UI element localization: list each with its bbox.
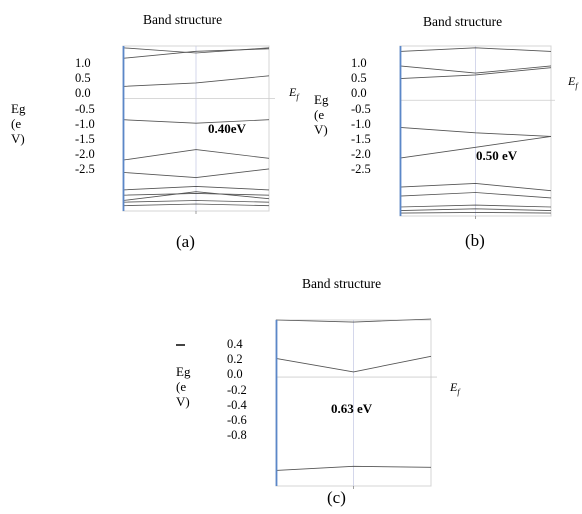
- band-line: [399, 135, 552, 159]
- band-line: [122, 192, 270, 196]
- band-line: [399, 182, 552, 192]
- band-line: [399, 192, 552, 199]
- y-axis-label-line: (e: [176, 379, 187, 394]
- band-line: [399, 211, 552, 214]
- y-tick-label: -0.8: [227, 428, 247, 443]
- y-tick-labels: 0.4 0.2 0.0 -0.2 -0.4 -0.6 -0.8: [227, 337, 247, 443]
- band-line: [399, 204, 552, 208]
- dash-mark: [176, 344, 185, 346]
- figure-caption: (b): [465, 231, 485, 250]
- y-tick-label: -0.2: [227, 382, 247, 397]
- band-line: [275, 355, 432, 373]
- band-line: [122, 191, 270, 201]
- y-axis-label-line: Eg: [176, 364, 191, 379]
- figure-caption: (a): [176, 232, 195, 251]
- y-axis-label-line: Eg: [11, 101, 26, 116]
- y-axis-label-line: (e: [314, 107, 325, 122]
- band-line: [122, 203, 270, 207]
- y-tick-label: 1.0: [75, 56, 91, 70]
- y-axis-label-line: Eg: [314, 92, 329, 107]
- band-line: [122, 149, 270, 161]
- fermi-level-label: Ef: [450, 380, 460, 396]
- y-axis-label-line: V): [176, 394, 190, 409]
- band-line: [399, 208, 552, 212]
- band-line: [122, 200, 270, 203]
- y-tick-label: -0.4: [227, 397, 247, 412]
- band-line: [122, 48, 270, 59]
- y-tick-label: -0.5: [75, 101, 95, 116]
- band-gap-label: 0.50 eV: [476, 148, 518, 163]
- y-tick-label: -1.5: [75, 132, 95, 147]
- band-line: [122, 75, 270, 87]
- y-axis-label-line: (e: [11, 116, 22, 131]
- band-line: [275, 318, 432, 323]
- y-tick-label: 1.0: [351, 56, 367, 70]
- y-tick-label: -1.5: [351, 132, 371, 147]
- fermi-level-label: Ef: [289, 85, 299, 101]
- y-axis-label-line: V): [314, 122, 328, 137]
- band-line: [399, 126, 552, 137]
- fermi-symbol: E: [568, 74, 576, 88]
- band-line: [399, 67, 552, 80]
- fermi-symbol: E: [450, 380, 458, 394]
- y-tick-label: -2.0: [351, 147, 371, 162]
- band-line: [275, 465, 432, 471]
- y-tick-label: 0.4: [227, 337, 243, 351]
- fermi-subscript: f: [296, 92, 299, 102]
- y-axis-label: Eg (e V): [314, 92, 328, 137]
- chart-title: Band structure: [423, 14, 503, 29]
- y-tick-label: 0.5: [75, 71, 91, 86]
- band-line: [122, 168, 270, 179]
- plot-area: [275, 318, 437, 489]
- y-tick-label: -1.0: [351, 116, 371, 131]
- plot-area: [399, 45, 555, 219]
- fermi-subscript: f: [457, 387, 460, 397]
- y-axis-label: Eg (e V): [11, 101, 25, 146]
- plot-area: [122, 45, 275, 214]
- y-tick-label: 0.0: [227, 367, 243, 382]
- y-tick-labels: 1.0 0.5 0.0 -0.5 -1.0 -1.5 -2.0 -2.5: [351, 56, 371, 178]
- y-tick-label: 0.0: [75, 86, 91, 101]
- fermi-subscript: f: [575, 81, 578, 91]
- y-tick-label: -0.6: [227, 413, 247, 428]
- y-axis-label-line: V): [11, 131, 25, 146]
- y-tick-label: 0.2: [227, 352, 243, 367]
- band-line: [122, 119, 270, 124]
- figure-caption: (c): [327, 488, 346, 507]
- band-gap-label: 0.63 eV: [331, 401, 373, 416]
- y-tick-label: 0.5: [351, 71, 367, 86]
- chart-title: Band structure: [143, 12, 223, 27]
- band-line: [122, 185, 270, 191]
- y-tick-label: -0.5: [351, 101, 371, 116]
- y-tick-labels: 1.0 0.5 0.0 -0.5 -1.0 -1.5 -2.0 -2.5: [75, 56, 95, 178]
- y-axis-label: Eg (e V): [176, 364, 190, 409]
- y-tick-label: -2.5: [351, 162, 371, 177]
- chart-title: Band structure: [302, 276, 382, 291]
- y-tick-label: 0.0: [351, 86, 367, 101]
- fermi-symbol: E: [289, 85, 297, 99]
- y-tick-label: -1.0: [75, 116, 95, 131]
- fermi-level-label: Ef: [568, 74, 578, 90]
- band-gap-label: 0.40eV: [208, 121, 246, 136]
- band-line: [399, 65, 552, 74]
- y-tick-label: -2.0: [75, 147, 95, 162]
- band-line: [399, 47, 552, 52]
- y-tick-label: -2.5: [75, 162, 95, 177]
